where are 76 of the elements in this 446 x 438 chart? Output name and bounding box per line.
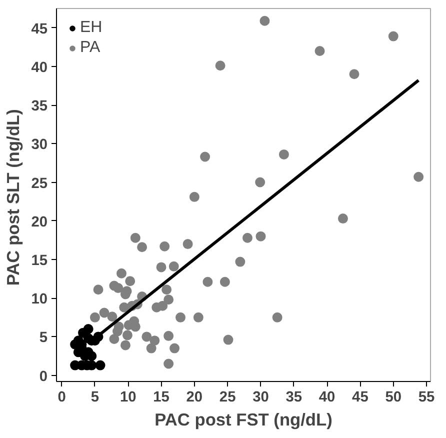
y-tick-label: 30 — [31, 137, 48, 154]
y-tick-label: 20 — [31, 214, 48, 230]
x-tick-label: 10 — [120, 390, 136, 406]
y-tick-label: 0 — [39, 368, 48, 385]
point — [388, 31, 398, 42]
point — [120, 340, 130, 350]
y-tick-label: 10 — [31, 292, 48, 308]
point — [202, 276, 213, 287]
point — [164, 358, 174, 369]
point — [170, 343, 180, 354]
point — [78, 328, 88, 338]
point — [95, 360, 106, 370]
point — [278, 149, 289, 160]
point — [168, 261, 179, 272]
point — [349, 69, 360, 80]
point — [162, 284, 172, 295]
point — [182, 239, 193, 250]
point — [338, 214, 348, 224]
point — [242, 232, 252, 243]
point — [414, 172, 424, 182]
point — [215, 60, 226, 71]
y-tick-label: 15 — [31, 252, 48, 269]
point — [112, 326, 123, 336]
x-tick-label: 45 — [352, 390, 368, 406]
legend-label: PA — [80, 39, 100, 57]
point — [150, 336, 160, 346]
point — [122, 330, 132, 340]
point — [130, 232, 140, 243]
y-tick-label: 5 — [39, 330, 48, 346]
point — [223, 334, 234, 345]
x-tick-label: 40 — [318, 390, 336, 406]
point — [90, 312, 100, 322]
point — [164, 294, 174, 305]
y-tick-label: 25 — [31, 176, 48, 192]
point — [99, 308, 110, 318]
x-tick-label: 15 — [153, 390, 170, 406]
point — [272, 312, 282, 322]
point — [235, 256, 246, 267]
point — [164, 330, 174, 341]
x-tick-label: 0 — [58, 390, 66, 406]
point — [137, 242, 148, 252]
point — [160, 241, 170, 252]
x-tick-label: 20 — [186, 390, 203, 406]
point — [220, 276, 230, 287]
point — [314, 46, 325, 56]
point — [86, 351, 97, 362]
point — [107, 312, 118, 322]
x-tick-label: 25 — [219, 390, 236, 406]
point — [93, 284, 104, 295]
point — [146, 343, 156, 354]
point — [125, 276, 136, 286]
y-tick-label: 40 — [31, 60, 48, 76]
x-tick-label: 50 — [385, 390, 402, 406]
x-tick-label: 35 — [286, 390, 302, 406]
point — [113, 283, 124, 294]
legend-label: EH — [80, 19, 102, 37]
x-axis-title: PAC post FST (ng/dL) — [154, 410, 332, 430]
point — [176, 312, 186, 322]
point — [142, 332, 152, 342]
point — [156, 262, 166, 272]
x-tick-label: 30 — [252, 390, 269, 406]
point — [158, 300, 168, 311]
y-axis-title: PAC post SLT (ng/dL) — [3, 109, 24, 286]
point — [109, 334, 120, 344]
point — [260, 16, 270, 26]
x-tick-label: 55 — [418, 390, 435, 406]
point — [200, 152, 210, 162]
point — [256, 231, 266, 242]
point — [189, 192, 200, 202]
point — [116, 268, 126, 278]
point — [255, 177, 266, 188]
y-tick-label: 45 — [31, 21, 48, 38]
y-tick-label: 35 — [31, 98, 48, 115]
point — [193, 312, 204, 322]
x-tick-label: 5 — [90, 390, 100, 406]
point — [130, 322, 140, 332]
